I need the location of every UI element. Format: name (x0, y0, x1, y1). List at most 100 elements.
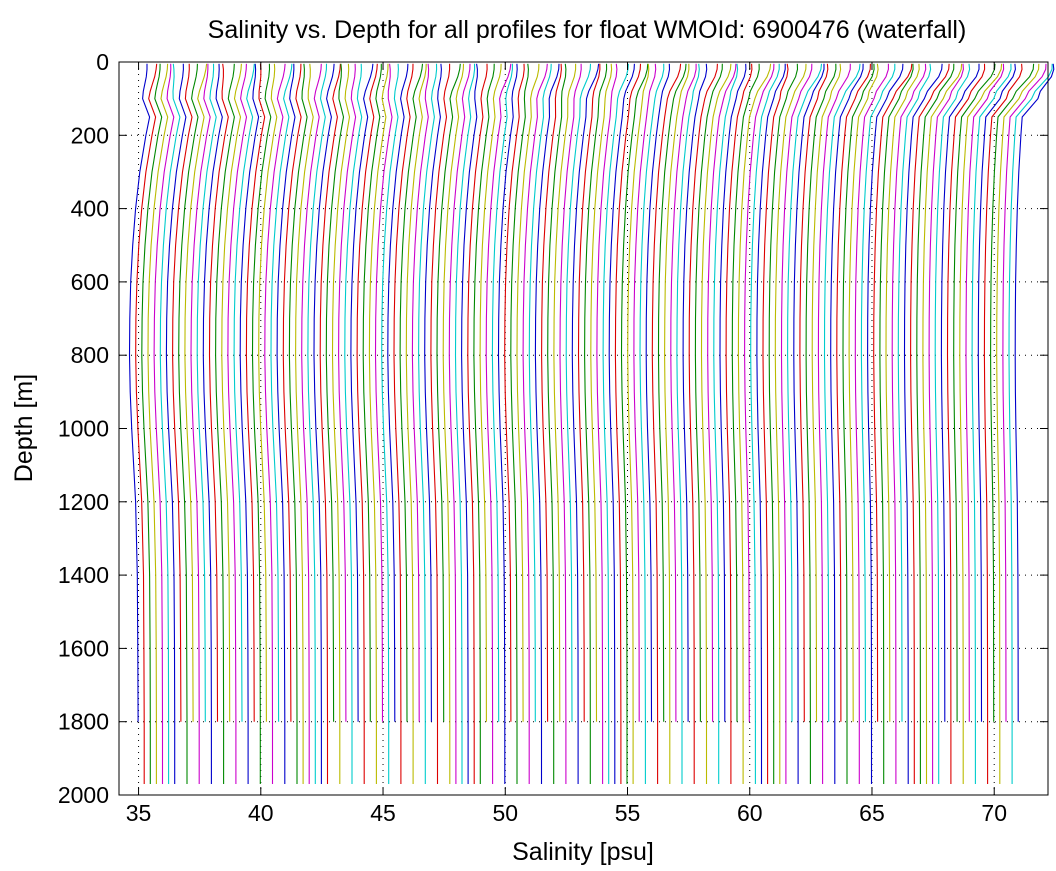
profile-line (245, 63, 266, 722)
profile-line (534, 63, 560, 784)
profile-line (399, 63, 424, 722)
profile-line (208, 63, 229, 722)
profile-line (910, 63, 950, 784)
profile-line (725, 63, 753, 784)
y-tick-label: 1000 (58, 416, 109, 442)
x-tick-label: 35 (126, 800, 152, 826)
profile-line (922, 63, 963, 784)
profile-line (251, 63, 272, 784)
profile-line (473, 63, 495, 784)
y-axis-title: Depth [m] (10, 374, 38, 482)
profile-line (719, 63, 747, 722)
profile-line (799, 63, 829, 722)
y-tick-label: 0 (96, 49, 109, 75)
y-tick-label: 1800 (58, 709, 109, 735)
profile-line (448, 63, 471, 784)
profile-line (301, 63, 322, 784)
profile-line (288, 63, 308, 784)
profile-line (485, 63, 512, 784)
profile-line (325, 63, 345, 722)
profile-line (608, 63, 635, 784)
profile-line (541, 63, 562, 722)
profile-line (934, 63, 971, 784)
profile-line (381, 63, 399, 784)
profile-line (424, 63, 442, 722)
profile-line (190, 63, 211, 784)
y-tick-label: 400 (71, 196, 109, 222)
profile-line (584, 63, 608, 784)
profile-line (885, 63, 920, 722)
profile-line (221, 63, 242, 722)
chart-title: Salinity vs. Depth for all profiles for … (208, 16, 967, 44)
profile-line (787, 63, 823, 722)
profile-line (547, 63, 567, 784)
profile-line (467, 63, 488, 784)
profile-line (953, 63, 996, 722)
x-axis-title: Salinity [psu] (512, 838, 654, 866)
profile-line (436, 63, 461, 722)
profile-line (731, 63, 760, 722)
profile-line (1002, 63, 1047, 722)
profile-line (233, 63, 255, 722)
y-tick-label: 1200 (58, 489, 109, 515)
profile-line (897, 63, 932, 722)
profile-line (559, 63, 582, 784)
profile-line (645, 63, 671, 722)
x-tick-label: 70 (981, 800, 1007, 826)
profile-line (990, 63, 1035, 722)
profile-line (842, 63, 875, 784)
profile-line (903, 63, 943, 784)
profile-line (590, 63, 613, 722)
profile-line (620, 63, 649, 784)
profile-line (633, 63, 657, 722)
profile-line (848, 63, 879, 722)
profile-line (879, 63, 914, 784)
profile-line (750, 63, 780, 784)
profile-line (497, 63, 518, 784)
profile-line (1008, 63, 1053, 784)
profile-line (510, 63, 529, 784)
profile-line (178, 63, 199, 784)
profile-line (313, 63, 335, 784)
profile-line (571, 63, 600, 784)
profile-line (184, 63, 208, 722)
profile-line (338, 63, 357, 722)
series-layer (128, 63, 1055, 784)
profile-line (774, 63, 807, 784)
profile-line (891, 63, 927, 784)
profile-line (239, 63, 260, 784)
profile-line (491, 63, 513, 722)
profile-line (331, 63, 351, 784)
profile-line (614, 63, 642, 784)
profile-line (780, 63, 813, 784)
profile-line (528, 63, 552, 722)
profile-line (639, 63, 665, 784)
x-tick-label: 65 (859, 800, 885, 826)
profile-line (983, 63, 1023, 784)
profile-line (270, 63, 293, 722)
profile-line (461, 63, 478, 784)
profile-line (147, 63, 169, 784)
profile-line (393, 63, 414, 784)
profile-line (971, 63, 1012, 784)
profile-line (295, 63, 314, 784)
profile-line (516, 63, 540, 722)
profile-line (196, 63, 217, 722)
profile-line (387, 63, 409, 722)
y-tick-label: 800 (71, 342, 109, 368)
profile-line (172, 63, 193, 722)
y-tick-label: 600 (71, 269, 109, 295)
profile-line (854, 63, 889, 784)
profile-line (344, 63, 363, 784)
profile-line (596, 63, 618, 784)
profile-line (756, 63, 786, 784)
profile-line (688, 63, 718, 784)
profile-line (928, 63, 964, 784)
x-tick-label: 60 (737, 800, 763, 826)
profile-line (411, 63, 430, 722)
profile-line (676, 63, 700, 784)
y-tick-label: 1400 (58, 562, 109, 588)
profile-line (959, 63, 1003, 784)
profile-line (670, 63, 697, 722)
